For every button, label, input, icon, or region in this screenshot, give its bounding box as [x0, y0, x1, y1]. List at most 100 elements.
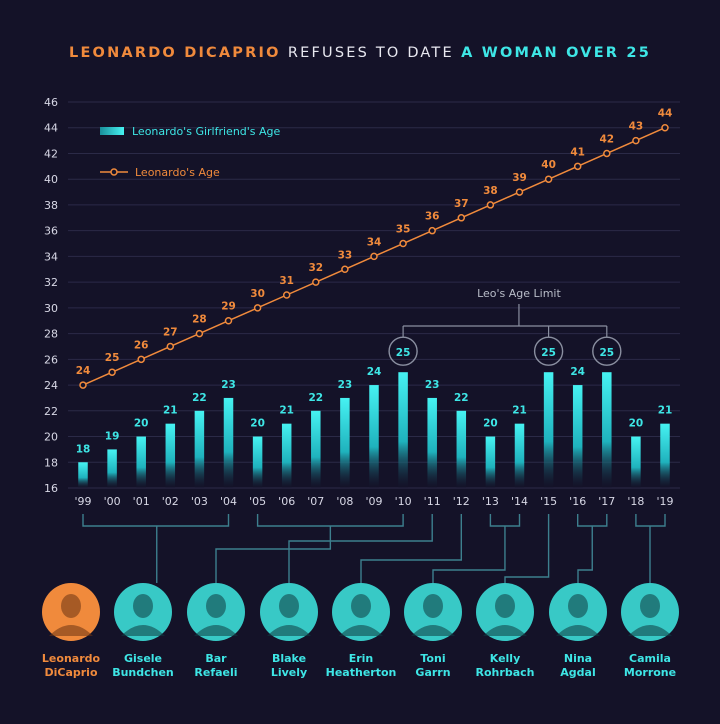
x-tick-label: '13 [482, 495, 499, 508]
age-value-label: 34 [367, 236, 382, 248]
age-point [282, 291, 291, 299]
person-name-line2: Morrone [624, 666, 676, 679]
age-point [486, 201, 495, 209]
age-point [544, 175, 553, 183]
y-tick-label: 18 [44, 456, 58, 469]
x-axis: '99 '00 '01 '02 '03 '04 '05 '06 '07 '08 '09 '10 '11 '… [74, 495, 673, 508]
age-value-label: 42 [599, 133, 614, 145]
bar-value-label: 21 [279, 405, 294, 417]
x-tick-label: '14 [511, 495, 528, 508]
connector [215, 526, 332, 583]
avatar-shoulders [339, 625, 383, 636]
bar [427, 397, 437, 488]
bar [252, 436, 263, 488]
avatar-head [61, 594, 81, 618]
bar [602, 372, 612, 488]
avatar-head [640, 594, 660, 618]
limit-circle [388, 336, 418, 366]
y-tick-label: 20 [44, 431, 58, 444]
bar-value-label: 23 [338, 379, 353, 391]
bar-value-label: 25 [599, 347, 614, 359]
legend: Leonardo's Girlfriend's Age Leonardo's A… [100, 125, 281, 179]
y-tick-label: 28 [44, 328, 58, 341]
bar-value-label: 20 [250, 418, 265, 430]
age-point [573, 162, 582, 171]
person-name-line1: Toni [420, 652, 445, 665]
bar-value-label: 21 [512, 405, 527, 417]
bar-value-label: 20 [483, 418, 498, 430]
age-point [370, 252, 378, 261]
avatar-shoulders [628, 625, 672, 636]
x-tick-label: '04 [220, 495, 237, 508]
connector [256, 514, 404, 527]
leonardo-age-line: 24 25 26 27 28 29 30 31 32 33 34 35 36 37 38 39 40 41 42 43… [76, 108, 673, 389]
bar-value-label: 25 [396, 347, 411, 359]
bar-value-label: 20 [629, 418, 644, 430]
limit-circle [592, 336, 622, 366]
x-tick-label: '06 [278, 495, 295, 508]
person-name-line2: Garrn [415, 666, 450, 679]
bar-value-label: 22 [454, 392, 469, 404]
bar [165, 423, 176, 488]
age-point [515, 188, 524, 196]
person-name-line1: Nina [564, 652, 592, 665]
person-name-line1: Kelly [490, 652, 521, 665]
avatar-head [495, 594, 515, 618]
girlfriend-age-bars [78, 372, 670, 488]
age-point [195, 329, 204, 338]
person-name-line2: Rohrbach [476, 666, 535, 679]
legend-line-label: Leonardo's Age [135, 166, 220, 179]
x-tick-label: '09 [365, 495, 382, 508]
x-tick-label: '16 [569, 495, 586, 508]
bar-value-label: 22 [192, 392, 207, 404]
age-point [79, 381, 87, 389]
age-value-label: 32 [308, 262, 323, 274]
y-tick-label: 22 [44, 405, 58, 418]
bar [223, 397, 234, 488]
x-tick-label: '03 [191, 495, 208, 508]
bar-value-label: 25 [541, 347, 556, 359]
age-value-label: 44 [658, 108, 673, 120]
age-point [632, 136, 640, 145]
y-tick-label: 42 [44, 147, 58, 160]
connector [360, 514, 462, 583]
chart-title: LEONARDO DICAPRIO REFUSES TO DATE A WOMA… [69, 45, 651, 61]
avatar-shoulders [194, 625, 238, 636]
bar [369, 385, 379, 488]
y-tick-label: 38 [44, 199, 58, 212]
limit-circle [533, 336, 564, 366]
bar [543, 372, 554, 488]
y-tick-label: 36 [44, 225, 58, 238]
bar-value-label: 21 [658, 405, 673, 417]
avatar-shoulders [483, 625, 527, 636]
bar [340, 397, 350, 488]
person-name-line2: DiCaprio [44, 666, 97, 679]
y-tick-label: 46 [44, 96, 58, 109]
age-value-label: 24 [76, 365, 91, 377]
x-tick-label: '15 [540, 495, 557, 508]
legend-line-marker [110, 168, 118, 176]
bar [107, 449, 117, 488]
x-tick-label: '18 [627, 495, 644, 508]
age-value-label: 27 [163, 326, 178, 338]
person-name-line1: Leonardo [42, 652, 101, 665]
age-point [312, 278, 320, 286]
limit-label: Leo's Age Limit [477, 287, 561, 300]
avatar-shoulders [267, 625, 311, 636]
bar [194, 410, 205, 488]
bar-value-label: 24 [367, 366, 382, 378]
y-tick-label: 34 [44, 250, 58, 263]
y-tick-label: 32 [44, 276, 58, 289]
bar [398, 372, 408, 488]
y-tick-label: 30 [44, 302, 58, 315]
connector [577, 526, 593, 583]
y-tick-label: 40 [44, 173, 58, 186]
bar-value-label: 24 [570, 366, 585, 378]
person-name-line2: Bundchen [112, 666, 174, 679]
connector [82, 514, 230, 527]
bar-value-label: 21 [163, 405, 178, 417]
